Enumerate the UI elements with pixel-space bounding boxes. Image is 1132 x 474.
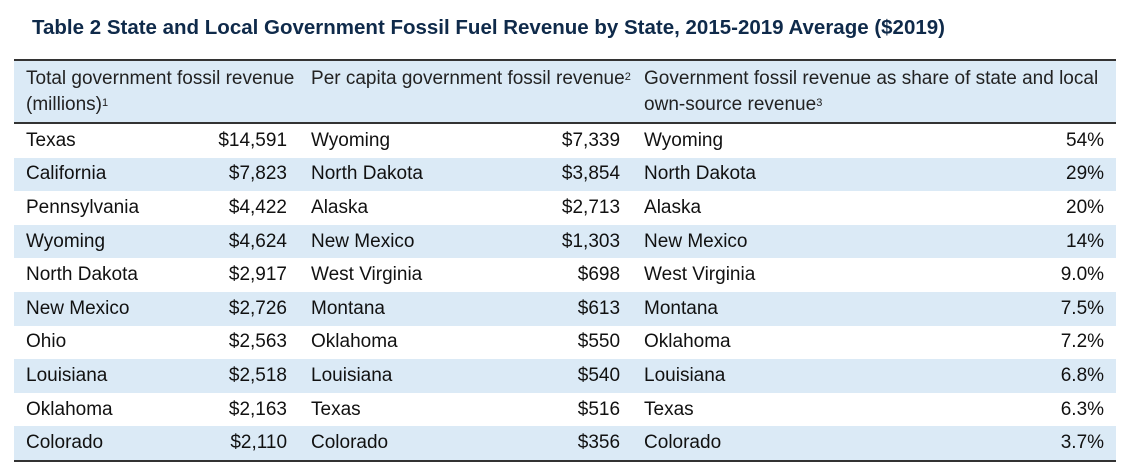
table-row: Oklahoma $2,163 Texas $516 Texas 6.3% bbox=[14, 393, 1116, 427]
state-per-capita-cell: Alaska bbox=[311, 196, 369, 218]
total-revenue-cell: $2,726 bbox=[228, 297, 288, 319]
per-capita-revenue-cell: $1,303 bbox=[561, 230, 621, 252]
state-per-capita-cell: Texas bbox=[311, 398, 361, 420]
state-share-cell: Oklahoma bbox=[644, 331, 731, 353]
total-revenue-cell: $2,163 bbox=[228, 398, 288, 420]
per-capita-revenue-cell: $3,854 bbox=[561, 163, 621, 185]
header-row: Total government fossil revenue (million… bbox=[14, 59, 1117, 124]
total-revenue-cell: $4,624 bbox=[228, 230, 288, 252]
per-capita-revenue-cell: $540 bbox=[577, 364, 621, 386]
state-total-cell: Ohio bbox=[26, 331, 67, 353]
total-revenue-cell: $2,110 bbox=[164, 426, 300, 462]
table-row: Ohio $2,563 Oklahoma $550 Oklahoma 7.2% bbox=[14, 326, 1116, 360]
state-total-cell: Texas bbox=[26, 129, 76, 151]
revenue-share-cell: 20% bbox=[1066, 196, 1105, 218]
state-per-capita-cell: New Mexico bbox=[311, 230, 415, 252]
revenue-share-cell: 54% bbox=[1066, 129, 1105, 151]
revenue-share-cell: 6.3% bbox=[1060, 398, 1105, 420]
header-share-label: Government fossil revenue as share of st… bbox=[644, 68, 1099, 115]
revenue-share-cell: 7.2% bbox=[1060, 331, 1105, 353]
total-revenue-cell: $2,518 bbox=[228, 364, 288, 386]
header-per-capita-label: Per capita government fossil revenue bbox=[311, 68, 625, 89]
state-share-cell: Colorado bbox=[632, 426, 933, 462]
state-total-cell: Louisiana bbox=[26, 364, 108, 386]
table-row: California $7,823 North Dakota $3,854 North … bbox=[14, 157, 1117, 192]
state-per-capita-cell: Montana bbox=[311, 297, 385, 319]
revenue-share-cell: 6.8% bbox=[1060, 364, 1105, 386]
table-row: Texas $14,591 Wyoming $7,339 Wyoming 54% bbox=[14, 123, 1116, 158]
table-row: Wyoming $4,624 New Mexico $1,303 New Mexico 1… bbox=[14, 224, 1117, 259]
revenue-table: Total government fossil revenue (million… bbox=[14, 59, 1117, 462]
per-capita-revenue-cell: $516 bbox=[577, 398, 621, 420]
total-revenue-cell: $2,563 bbox=[228, 331, 288, 353]
revenue-share-cell: 9.0% bbox=[1060, 264, 1105, 286]
state-share-cell: Texas bbox=[644, 398, 694, 420]
state-per-capita-cell: Colorado bbox=[299, 426, 500, 462]
state-share-cell: Montana bbox=[644, 297, 718, 319]
state-share-cell: Wyoming bbox=[644, 129, 724, 151]
state-share-cell: West Virginia bbox=[644, 264, 756, 286]
total-revenue-cell: $2,917 bbox=[228, 264, 288, 286]
header-share: Government fossil revenue as share of st… bbox=[632, 59, 1117, 124]
state-per-capita-cell: Wyoming bbox=[311, 129, 391, 151]
header-total-revenue: Total government fossil revenue (million… bbox=[14, 59, 300, 124]
state-total-cell: New Mexico bbox=[26, 297, 130, 319]
revenue-share-cell: 3.7% bbox=[932, 426, 1117, 462]
per-capita-revenue-cell: $550 bbox=[577, 331, 621, 353]
state-total-cell: California bbox=[26, 163, 107, 185]
revenue-share-cell: 29% bbox=[1066, 163, 1105, 185]
state-share-cell: Louisiana bbox=[644, 364, 726, 386]
state-share-cell: North Dakota bbox=[644, 163, 756, 185]
state-total-cell: North Dakota bbox=[26, 264, 138, 286]
state-share-cell: New Mexico bbox=[644, 230, 748, 252]
revenue-share-cell: 14% bbox=[1066, 230, 1105, 252]
per-capita-revenue-cell: $356 bbox=[499, 426, 633, 462]
state-per-capita-cell: West Virginia bbox=[311, 264, 423, 286]
table-row: Pennsylvania $4,422 Alaska $2,713 Alaska 20% bbox=[14, 191, 1116, 225]
revenue-share-cell: 7.5% bbox=[1060, 297, 1105, 319]
state-per-capita-cell: North Dakota bbox=[311, 163, 423, 185]
state-total-cell: Colorado bbox=[14, 426, 164, 462]
per-capita-revenue-cell: $613 bbox=[577, 297, 621, 319]
table-row: Louisiana $2,518 Louisiana $540 Louisiana 6.8… bbox=[14, 359, 1117, 393]
header-total-revenue-label: Total government fossil revenue (million… bbox=[26, 68, 295, 115]
state-total-cell: Oklahoma bbox=[26, 398, 113, 420]
per-capita-revenue-cell: $7,339 bbox=[561, 129, 621, 151]
table-row: New Mexico $2,726 Montana $613 Montana 7.5% bbox=[14, 291, 1117, 326]
per-capita-revenue-cell: $2,713 bbox=[561, 196, 621, 218]
total-revenue-cell: $4,422 bbox=[228, 196, 288, 218]
state-total-cell: Pennsylvania bbox=[26, 196, 140, 218]
total-revenue-cell: $14,591 bbox=[218, 129, 288, 151]
footnote-1: 1 bbox=[102, 97, 109, 109]
footnote-2: 2 bbox=[624, 71, 631, 83]
per-capita-revenue-cell: $698 bbox=[577, 264, 621, 286]
state-share-cell: Alaska bbox=[644, 196, 702, 218]
state-total-cell: Wyoming bbox=[26, 230, 106, 252]
footnote-3: 3 bbox=[816, 97, 823, 109]
state-per-capita-cell: Louisiana bbox=[311, 364, 393, 386]
header-per-capita: Per capita government fossil revenue2 bbox=[299, 59, 633, 124]
table-row: North Dakota $2,917 West Virginia $698 West … bbox=[14, 258, 1116, 292]
total-revenue-cell: $7,823 bbox=[228, 163, 288, 185]
table-title: Table 2 State and Local Government Fossi… bbox=[32, 16, 945, 39]
table-row: Colorado $2,110 Colorado $356 Colorado 3.7% bbox=[14, 426, 1117, 462]
state-per-capita-cell: Oklahoma bbox=[311, 331, 398, 353]
